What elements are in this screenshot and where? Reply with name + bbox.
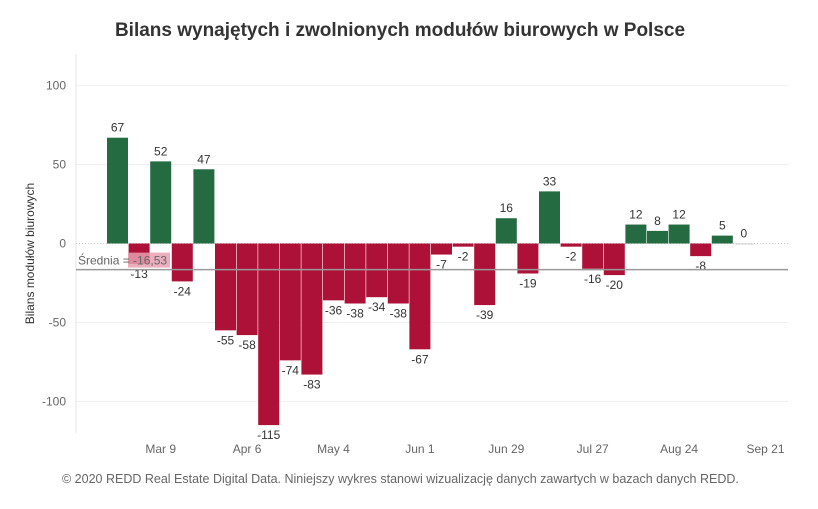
data-label: -16 (584, 272, 602, 286)
y-axis-label: Bilans modułów biurowych (23, 183, 37, 324)
bar (258, 243, 280, 426)
data-label: -74 (282, 363, 300, 377)
bar (603, 243, 625, 276)
bar (582, 243, 604, 269)
data-label: -67 (411, 352, 429, 366)
data-label: -2 (566, 250, 577, 264)
data-label: -83 (303, 378, 321, 392)
x-tick-label: Jun 29 (488, 442, 524, 456)
data-label: 12 (672, 208, 686, 222)
bar (409, 243, 431, 350)
bar (625, 224, 647, 244)
data-label: -7 (436, 258, 447, 272)
bar (495, 218, 517, 244)
bar (431, 243, 452, 255)
data-label: 5 (719, 219, 726, 233)
data-label: -19 (519, 277, 537, 291)
x-tick-label: May 4 (317, 442, 350, 456)
bar (301, 243, 323, 375)
data-label: -8 (695, 259, 706, 273)
data-label: -39 (476, 308, 494, 322)
bar (236, 243, 258, 336)
data-label: -34 (368, 300, 386, 314)
y-tick-label: 100 (46, 79, 66, 93)
bar (323, 243, 344, 301)
data-label: -58 (238, 338, 256, 352)
y-tick-label: -100 (42, 394, 66, 408)
average-label: Średnia = -16,53 (78, 253, 167, 268)
bar (215, 243, 236, 331)
footer-copyright: © 2020 REDD Real Estate Digital Data. Ni… (62, 472, 739, 486)
average-label-bg (128, 252, 170, 268)
bar (733, 243, 755, 245)
data-label: 67 (111, 121, 125, 135)
y-tick-label: -50 (49, 315, 67, 329)
data-label: -38 (346, 307, 364, 321)
bar (344, 243, 366, 304)
data-label: -38 (390, 307, 408, 321)
x-tick-label: Aug 24 (660, 442, 698, 456)
data-label: -13 (130, 267, 148, 281)
bar (150, 161, 172, 244)
data-label: -36 (325, 303, 343, 317)
data-label: -115 (257, 428, 280, 442)
data-label: 52 (154, 144, 168, 158)
data-label: -20 (606, 278, 624, 292)
bar (539, 191, 560, 244)
bar (690, 243, 712, 257)
data-label: 8 (654, 214, 661, 228)
data-label: 47 (197, 152, 211, 166)
y-tick-label: 0 (59, 237, 66, 251)
chart-title: Bilans wynajętych i zwolnionych modułów … (114, 20, 686, 41)
bar (279, 243, 301, 361)
data-label: 16 (500, 201, 514, 215)
bar (387, 243, 409, 304)
bar (711, 235, 733, 244)
bar (171, 243, 193, 282)
data-label: 0 (741, 227, 748, 241)
bar (647, 230, 668, 244)
data-label: 33 (543, 174, 557, 188)
data-label: -24 (174, 284, 192, 298)
data-label: -55 (217, 333, 235, 347)
bar (193, 169, 215, 244)
bar (474, 243, 496, 306)
bar (668, 224, 690, 244)
x-tick-label: Jul 27 (577, 442, 609, 456)
x-tick-label: Mar 9 (145, 442, 176, 456)
y-tick-label: 50 (53, 158, 67, 172)
bar (107, 137, 128, 244)
x-tick-label: Sep 21 (746, 442, 784, 456)
bar (452, 243, 474, 247)
bar (560, 243, 582, 247)
data-label: 12 (629, 208, 643, 222)
x-tick-label: Jun 1 (405, 442, 435, 456)
x-tick-label: Apr 6 (233, 442, 262, 456)
data-label: -2 (458, 250, 469, 264)
bar (517, 243, 539, 274)
